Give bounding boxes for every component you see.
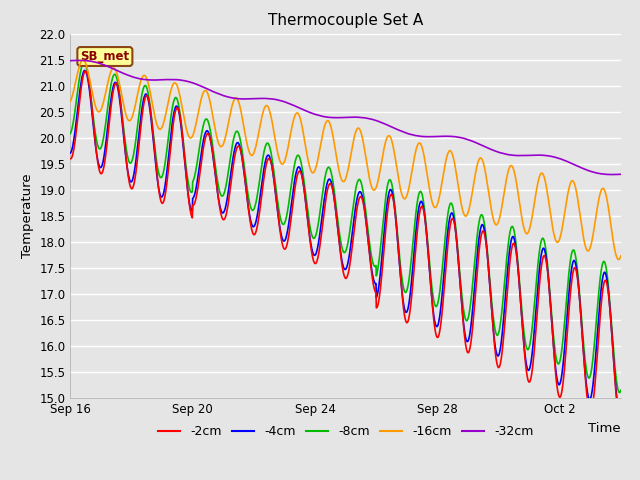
Title: Thermocouple Set A: Thermocouple Set A — [268, 13, 423, 28]
Legend: -2cm, -4cm, -8cm, -16cm, -32cm: -2cm, -4cm, -8cm, -16cm, -32cm — [153, 420, 538, 443]
X-axis label: Time: Time — [588, 422, 621, 435]
Text: SB_met: SB_met — [80, 50, 129, 63]
Y-axis label: Temperature: Temperature — [21, 174, 34, 258]
